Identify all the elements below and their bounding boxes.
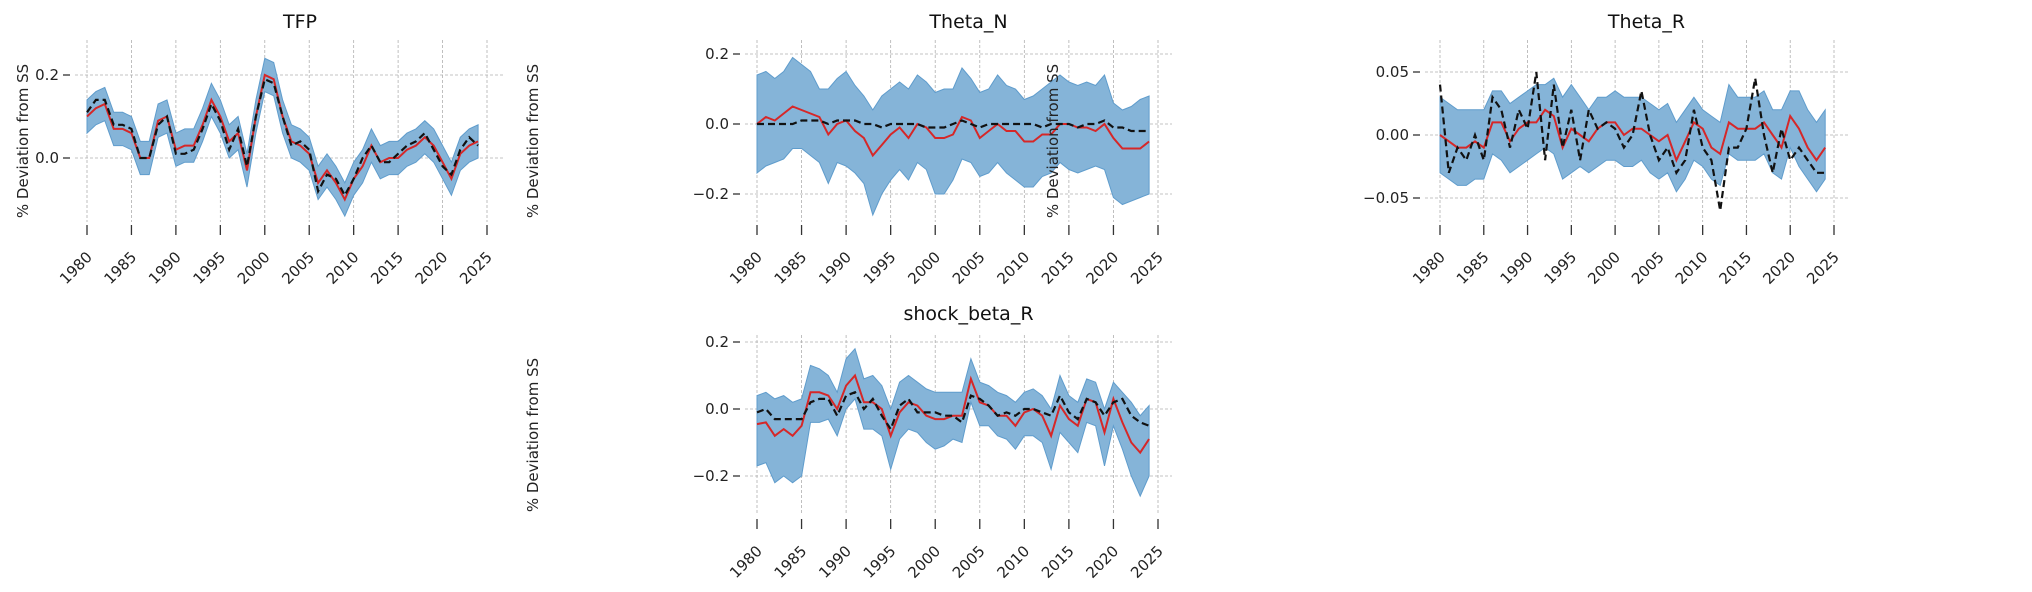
series-line-true (1438, 71, 1826, 211)
subplot-theta-r: 1980 1985 1990 1995 2000 2005 2010 2015 2020 2025… (1044, 11, 1848, 288)
x-tick-label: 2000 (234, 248, 274, 288)
x-tick-label: 2015 (1038, 542, 1078, 582)
series-line-true (86, 77, 479, 198)
subplot-title: Theta_R (1607, 11, 1685, 33)
y-tick-label: 0.2 (705, 333, 729, 351)
x-tick-label: 2020 (1083, 248, 1123, 288)
x-tick-label: 2025 (1127, 248, 1167, 288)
x-tick-label: 2015 (1038, 248, 1078, 288)
x-tick-label: 1990 (815, 248, 855, 288)
x-tick-label: 2010 (323, 248, 363, 288)
x-tick-label: 1980 (56, 248, 96, 288)
credible-interval-band (756, 347, 1150, 498)
x-tick-label: 1985 (771, 542, 811, 582)
x-tick-label: 2005 (1628, 248, 1668, 288)
y-axis-label: % Deviation from SS (14, 64, 32, 218)
x-tick-label: 2010 (993, 542, 1033, 582)
y-tick-label: −0.05 (1363, 189, 1409, 207)
x-tick-label: 1980 (1409, 248, 1449, 288)
series-line-true (757, 119, 1150, 133)
series-line-true (756, 390, 1150, 432)
x-tick-label: 1995 (860, 248, 900, 288)
y-tick-label: 0.2 (35, 66, 59, 84)
x-tick-label: 2005 (949, 248, 989, 288)
x-tick-label: 1990 (815, 542, 855, 582)
credible-interval-band (1439, 77, 1826, 193)
series-line-mean (1439, 108, 1827, 163)
x-tick-label: 2020 (1083, 542, 1123, 582)
x-tick-label: 2025 (1127, 542, 1167, 582)
y-tick-label: −0.2 (693, 185, 729, 203)
y-tick-label: 0.2 (705, 45, 729, 63)
y-tick-label: 0.0 (705, 115, 729, 133)
x-tick-label: 2020 (412, 248, 452, 288)
x-tick-label: 1985 (771, 248, 811, 288)
credible-interval-band (86, 57, 479, 218)
x-tick-label: 1990 (145, 248, 185, 288)
x-tick-label: 2015 (1716, 248, 1756, 288)
x-tick-label: 1985 (1453, 248, 1493, 288)
y-tick-label: 0.00 (1376, 126, 1409, 144)
subplot-title: shock_beta_R (903, 303, 1033, 325)
x-tick-label: 1980 (726, 248, 766, 288)
x-tick-label: 2000 (904, 542, 944, 582)
credible-interval-band (756, 56, 1150, 217)
y-tick-label: −0.2 (693, 467, 729, 485)
y-tick-label: 0.0 (35, 149, 59, 167)
x-tick-label: 2025 (1803, 248, 1843, 288)
y-axis-label: % Deviation from SS (524, 64, 542, 218)
x-tick-label: 1980 (726, 542, 766, 582)
subplot-theta-n: 1980 1985 1990 1995 2000 2005 2010 2015 2020 2025… (524, 11, 1172, 288)
x-tick-label: 2005 (949, 542, 989, 582)
x-tick-label: 2015 (367, 248, 407, 288)
subplot-shock-beta-r: 1980 1985 1990 1995 2000 2005 2010 2015 2020 2025… (524, 303, 1172, 582)
x-tick-label: 1990 (1497, 248, 1537, 288)
x-tick-label: 2010 (993, 248, 1033, 288)
y-axis-label: % Deviation from SS (1044, 64, 1062, 218)
subplot-title: Theta_N (928, 11, 1007, 33)
x-tick-label: 1995 (1540, 248, 1580, 288)
x-tick-label: 2000 (904, 248, 944, 288)
x-tick-label: 2010 (1672, 248, 1712, 288)
x-tick-label: 2005 (278, 248, 318, 288)
x-tick-label: 2025 (456, 248, 496, 288)
x-tick-label: 1995 (189, 248, 229, 288)
x-tick-label: 2020 (1759, 248, 1799, 288)
subplot-title: TFP (282, 11, 317, 33)
y-tick-label: 0.05 (1376, 63, 1409, 81)
y-tick-label: 0.0 (705, 400, 729, 418)
y-axis-label: % Deviation from SS (524, 358, 542, 512)
subplot-tfp: 1980 1985 1990 1995 2000 2005 2010 2015 2020 2025… (14, 11, 505, 288)
x-tick-label: 1995 (860, 542, 900, 582)
x-tick-label: 1985 (101, 248, 141, 288)
x-tick-label: 2000 (1584, 248, 1624, 288)
